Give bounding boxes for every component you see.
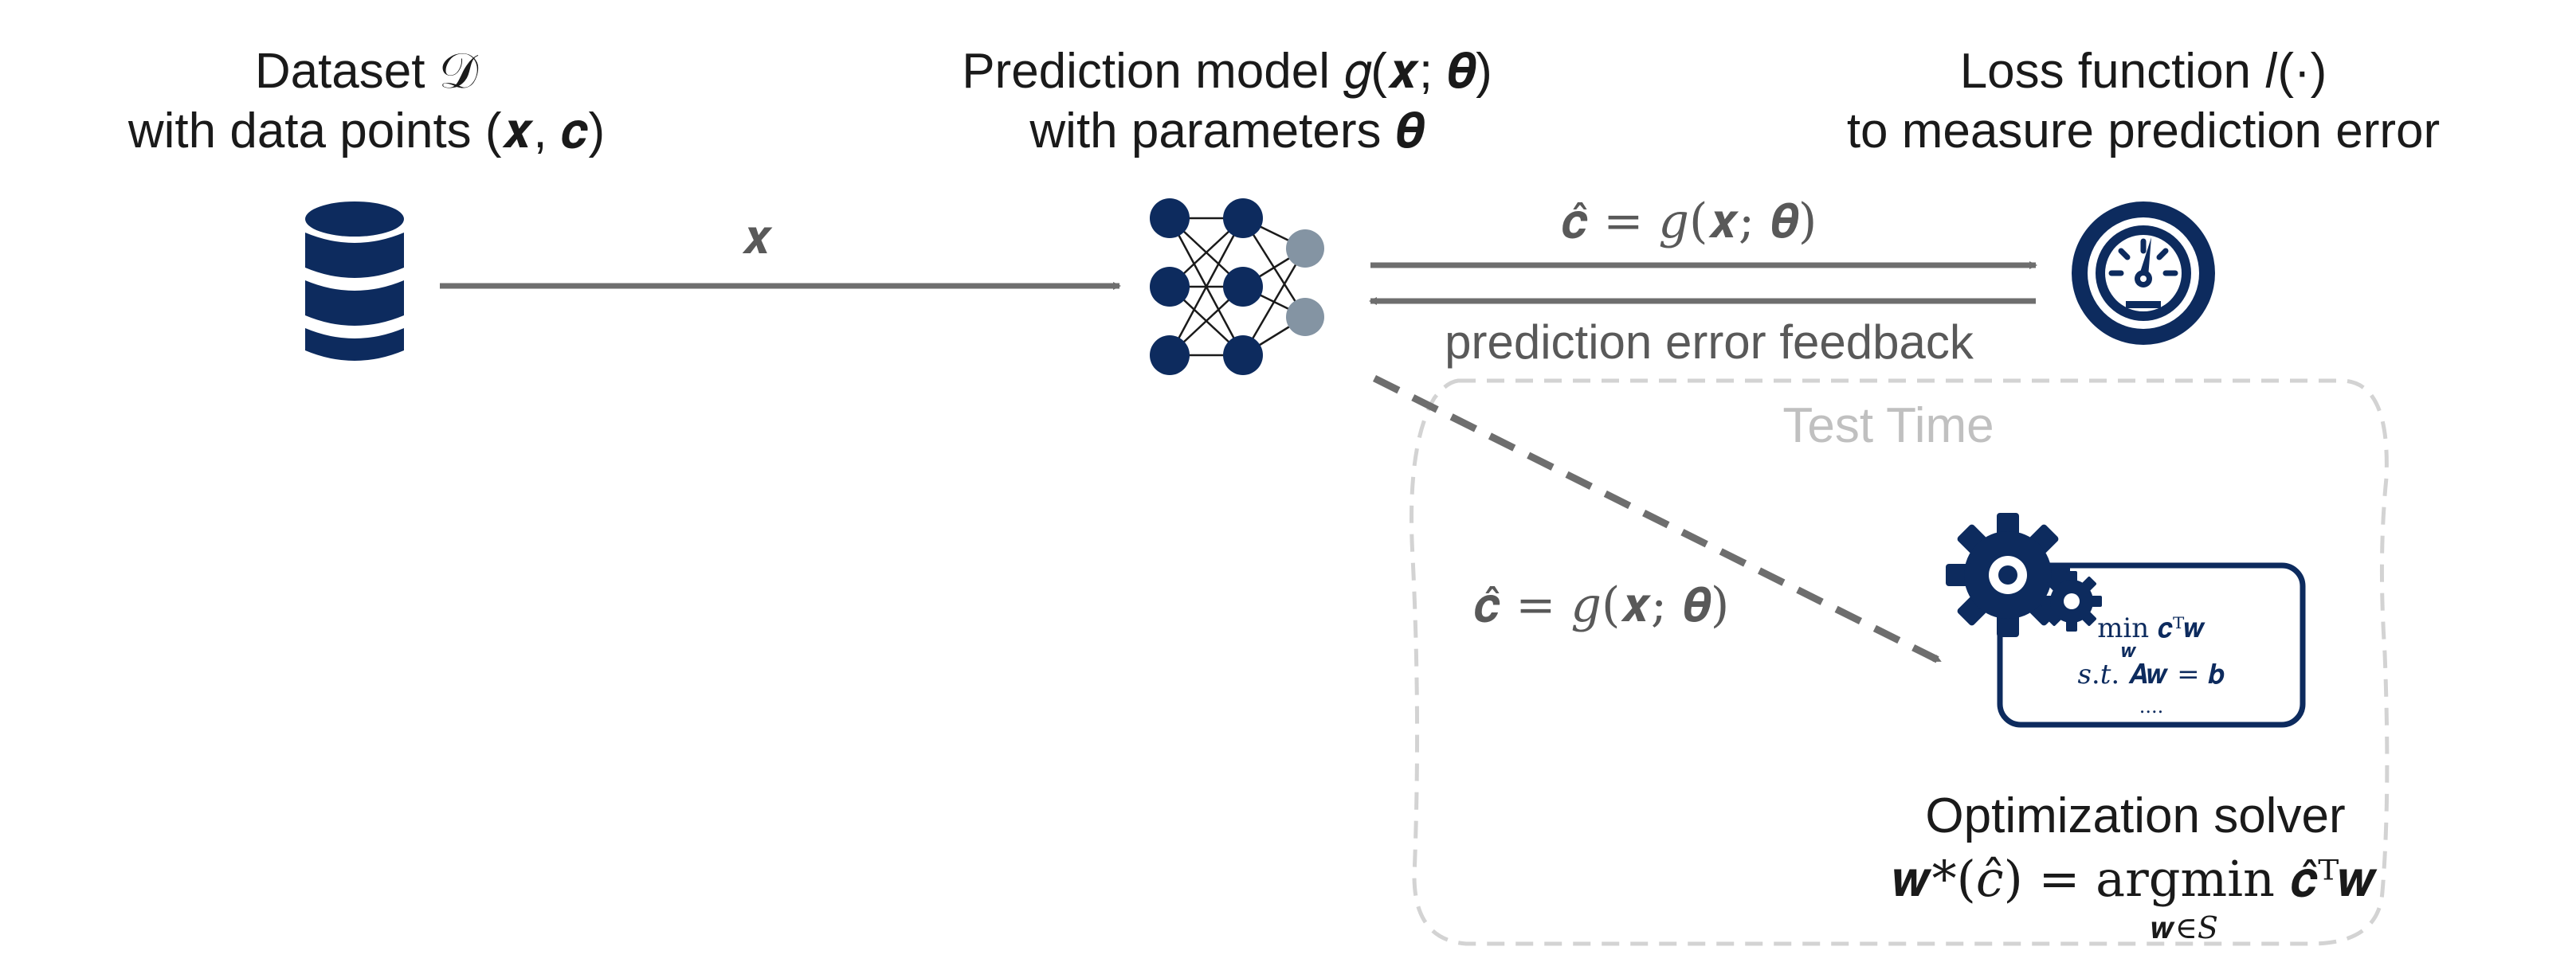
solver-formula-subscript: 𝒘∈𝑆 (2151, 910, 2218, 945)
solver-title: Optimization solver (1925, 788, 2345, 843)
model-title-line1: Prediction model 𝑔(𝒙; 𝜽) (962, 44, 1492, 99)
gears-icon (1946, 513, 2102, 637)
test-time-label: Test Time (1782, 398, 1994, 453)
prediction-arrow-label: 𝒄̂ = 𝑔(𝒙; 𝜽) (1562, 194, 1817, 249)
loss-title-line1: Loss function 𝑙(·) (1960, 44, 2327, 99)
dataset-title-line1: Dataset 𝒟 (255, 44, 479, 99)
solver-formula: 𝒘*(𝑐̂) = argmin 𝒄̂ᵀ𝒘 (1893, 850, 2378, 908)
database-icon (305, 201, 404, 361)
test-prediction-arrow (1372, 374, 1943, 665)
neural-network-icon (1150, 198, 1324, 375)
solver-problem-line1: min 𝒄ᵀ𝒘 (2097, 612, 2205, 644)
loss-title-line2: to measure prediction error (1847, 104, 2440, 158)
dataset-title-line2: with data points (𝒙, 𝒄) (127, 104, 605, 158)
input-arrow-label: 𝒙 (742, 209, 773, 265)
solver-problem-line2: 𝑠.𝑡. 𝑨𝒘 = 𝒃 (2077, 659, 2225, 690)
feedback-arrow-label: prediction error feedback (1445, 315, 1974, 369)
speedometer-icon (2072, 201, 2215, 345)
solver-problem-line3: .... (2139, 695, 2164, 718)
test-prediction-arrow-label: 𝒄̂ = 𝑔(𝒙; 𝜽) (1474, 577, 1730, 633)
model-title-line2: with parameters 𝜽 (1029, 104, 1425, 158)
solver-problem-subscript: 𝒘 (2122, 640, 2137, 662)
